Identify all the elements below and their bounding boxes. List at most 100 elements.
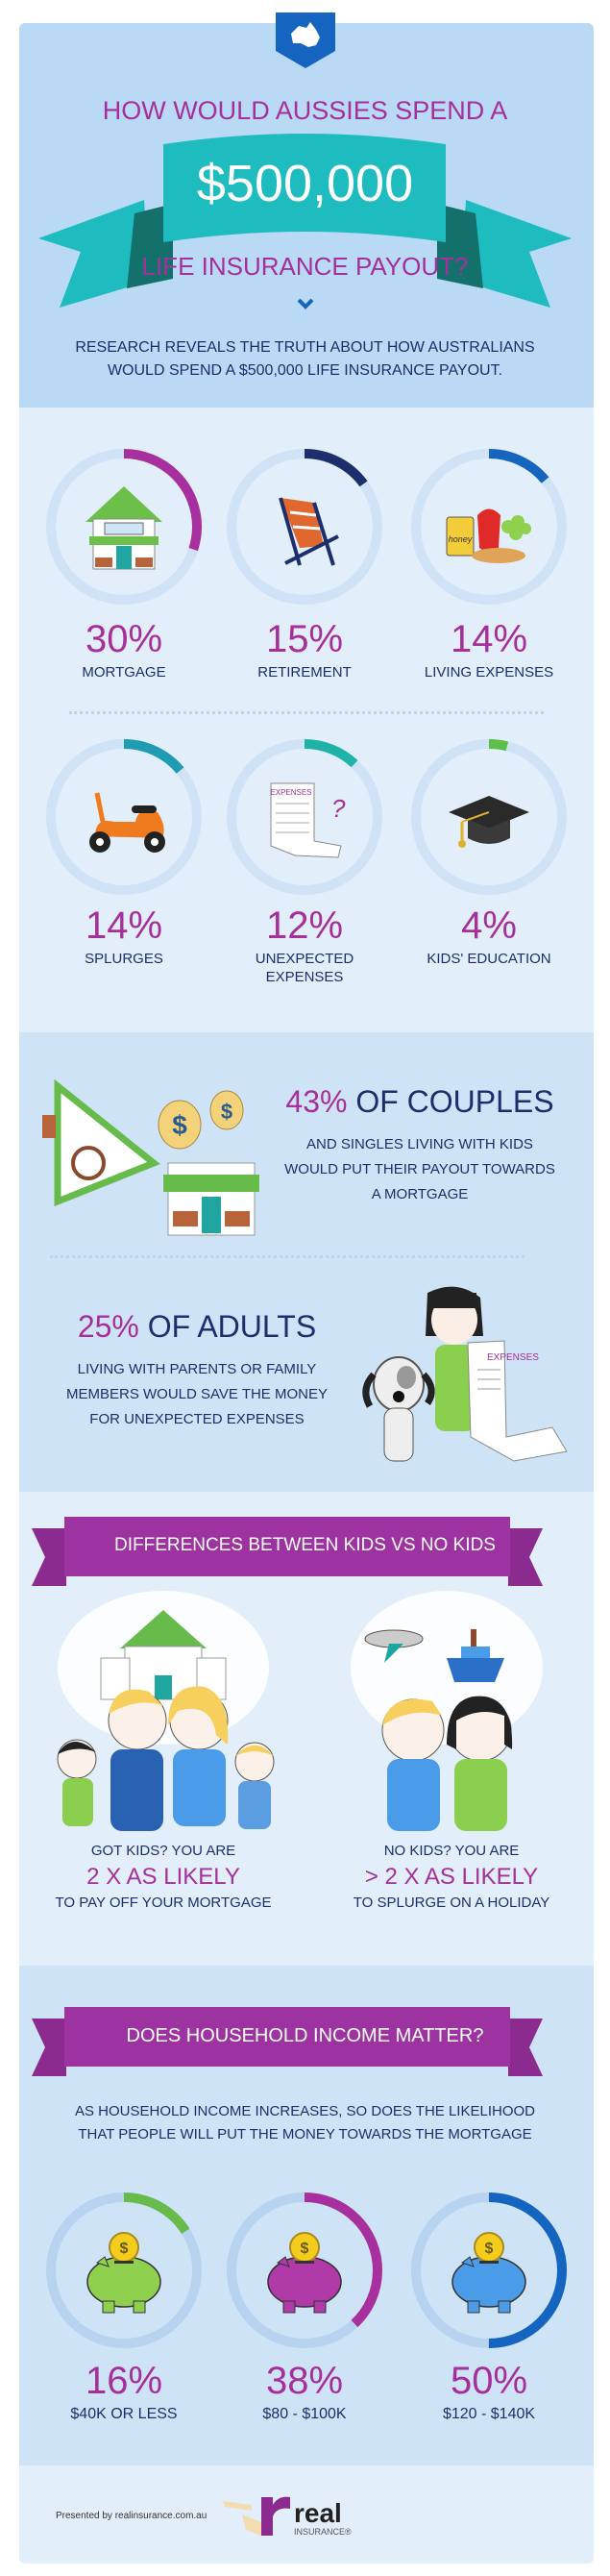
couples-line: A MORTGAGE	[371, 1186, 469, 1202]
ring-progress	[411, 2192, 567, 2348]
footer	[19, 2465, 594, 2564]
income-banner-title: DOES HOUSEHOLD INCOME MATTER?	[0, 2025, 610, 2047]
family-house-illustration	[57, 1591, 275, 1831]
adults-line: LIVING WITH PARENTS OR FAMILY	[77, 1361, 317, 1377]
piggy-bank-ring: $	[227, 2192, 382, 2348]
adults-line: FOR UNEXPECTED EXPENSES	[89, 1411, 305, 1427]
income-bracket: $120 - $140K	[393, 2405, 585, 2424]
svg-text:?: ?	[331, 794, 346, 823]
svg-text:$: $	[485, 2241, 494, 2257]
ring-progress	[46, 739, 202, 895]
spending-percent-text: 12%	[265, 904, 344, 947]
piggy-bank: $	[451, 2232, 526, 2314]
spending-label: RETIREMENT	[208, 663, 401, 681]
spending-percent-text: 14%	[85, 904, 163, 947]
income-banner-text: DOES HOUSEHOLD INCOME MATTER?	[126, 2025, 484, 2046]
spending-percent-text: 30%	[85, 618, 163, 660]
bill-heading: EXPENSES	[487, 1352, 539, 1363]
no-kids-outro: TO SPLURGE ON A HOLIDAY	[353, 1895, 550, 1911]
payout-amount-text: $500,000	[196, 155, 414, 212]
spending-percent: 4%	[393, 902, 585, 950]
divider	[50, 1255, 525, 1258]
spending-percent-text: 14%	[450, 618, 528, 660]
income-subtitle: AS HOUSEHOLD INCOME INCREASES, SO DOES T…	[0, 2100, 610, 2146]
piggy-bank: $	[86, 2232, 161, 2314]
spending-label: SPLURGES	[28, 950, 220, 968]
girl-dog-expenses-illustration: EXPENSES	[362, 1286, 568, 1462]
deck-chair	[279, 497, 339, 566]
real-insurance-logo[interactable]: real INSURANCE®	[223, 2493, 367, 2538]
spending-percent: 14%	[393, 615, 585, 663]
income-percent-text: 16%	[85, 2360, 163, 2402]
subtitle-line: WOULD SPEND A $500,000 LIFE INSURANCE PA…	[107, 362, 503, 379]
adults-body: LIVING WITH PARENTS OR FAMILY MEMBERS WO…	[43, 1357, 351, 1432]
deck-chair-ring	[227, 449, 382, 605]
couples-headline-text: OF COUPLES	[355, 1084, 554, 1119]
svg-text:$: $	[301, 2241, 309, 2257]
svg-text:EXPENSES: EXPENSES	[270, 788, 311, 797]
house-ring	[46, 449, 202, 605]
ring-progress	[227, 449, 382, 605]
airplane-icon	[364, 1629, 424, 1663]
spending-label: UNEXPECTED EXPENSES	[208, 950, 401, 986]
chevron-down-icon	[297, 298, 314, 310]
adults-headline: 25% OF ADULTS	[43, 1309, 351, 1345]
adults-line: MEMBERS WOULD SAVE THE MONEY	[66, 1386, 328, 1402]
house-money-illustration: $ $	[42, 1078, 259, 1236]
groceries: honey	[446, 508, 531, 563]
logo-word: real	[294, 2498, 342, 2528]
ship-icon	[447, 1629, 504, 1682]
payout-amount: $500,000	[0, 154, 610, 213]
couples-headline: 43% OF COUPLES	[266, 1084, 573, 1120]
svg-text:honey: honey	[449, 534, 473, 544]
income-bracket: $40K OR LESS	[28, 2405, 220, 2424]
australia-map-icon	[276, 12, 335, 68]
kids-banner-title: DIFFERENCES BETWEEN KIDS VS NO KIDS	[0, 1535, 610, 1556]
house	[85, 486, 162, 570]
subtitle-line: RESEARCH REVEALS THE TRUTH ABOUT HOW AUS…	[75, 339, 535, 356]
income-percent: 38%	[208, 2357, 401, 2405]
spending-percent: 30%	[28, 615, 220, 663]
ring-progress	[46, 449, 202, 605]
spending-label: LIVING EXPENSES	[393, 663, 585, 681]
graduation-cap-ring	[411, 739, 567, 895]
income-banner	[32, 2007, 543, 2076]
piggy-bank: $	[267, 2232, 342, 2314]
couples-line: WOULD PUT THEIR PAYOUT TOWARDS	[284, 1161, 555, 1177]
svg-text:$: $	[120, 2241, 129, 2257]
spending-percent-text: 15%	[265, 618, 344, 660]
income-percent-text: 38%	[265, 2360, 344, 2402]
ring-progress	[227, 739, 382, 895]
spending-percent: 15%	[208, 615, 401, 663]
income-bracket-text: $120 - $140K	[442, 2406, 536, 2422]
no-kids-callout: NO KIDS? YOU ARE > 2 X AS LIKELY TO SPLU…	[331, 1841, 572, 1914]
piggy-bank-ring: $	[46, 2192, 202, 2348]
graduation-cap	[449, 796, 529, 848]
ring-progress	[46, 2192, 202, 2348]
with-kids-outro: TO PAY OFF YOUR MORTGAGE	[55, 1895, 272, 1911]
income-percent: 50%	[393, 2357, 585, 2405]
with-kids-intro: GOT KIDS? YOU ARE	[90, 1843, 236, 1859]
adults-percent: 25%	[77, 1309, 139, 1344]
title-ribbon	[38, 134, 572, 308]
kids-banner-text: DIFFERENCES BETWEEN KIDS VS NO KIDS	[114, 1535, 496, 1555]
header-subtitle: RESEARCH REVEALS THE TRUTH ABOUT HOW AUS…	[0, 336, 610, 383]
scooter	[89, 792, 165, 853]
couples-body: AND SINGLES LIVING WITH KIDS WOULD PUT T…	[266, 1132, 573, 1207]
holiday-couple-illustration	[351, 1591, 543, 1831]
kids-banner	[32, 1517, 543, 1586]
spending-label-text: MORTGAGE	[82, 664, 166, 681]
spending-label: KIDS' EDUCATION	[393, 950, 585, 968]
income-subtitle-line: AS HOUSEHOLD INCOME INCREASES, SO DOES T…	[75, 2103, 535, 2119]
ring-progress	[227, 2192, 382, 2348]
spending-percent-text: 4%	[461, 904, 517, 947]
with-kids-highlight: 2 X AS LIKELY	[86, 1864, 240, 1890]
piggy-bank-ring: $	[411, 2192, 567, 2348]
couples-percent: 43%	[285, 1084, 348, 1119]
ring-progress	[411, 449, 567, 605]
spending-label-text: KIDS' EDUCATION	[427, 951, 551, 967]
couples-line: AND SINGLES LIVING WITH KIDS	[306, 1136, 533, 1152]
presented-by-text: Presented by realinsurance.com.au	[56, 2511, 207, 2521]
spending-label: MORTGAGE	[28, 663, 220, 681]
expenses-bill: EXPENSES?	[270, 782, 346, 858]
